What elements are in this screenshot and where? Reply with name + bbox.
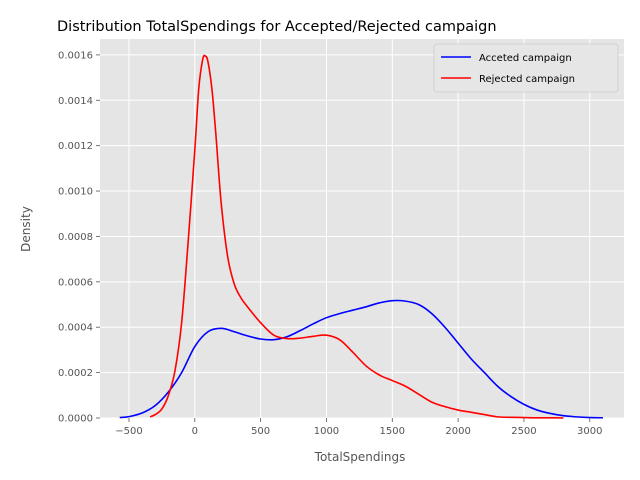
x-tick-label: 3000 [577,426,602,437]
series-line-rejected [149,54,564,419]
x-axis-title: TotalSpendings [314,450,406,464]
x-tick-label: 2500 [511,426,536,437]
legend-label-accepted: Acceted campaign [479,53,572,64]
x-tick-label: −500 [115,426,142,437]
y-axis-ticks: 0.0000 0.0002 0.0004 0.0006 0.0008 0.0010 0.00… [58,50,100,425]
plot-area [100,39,624,418]
series-layer [119,54,603,419]
x-tick-label: 1000 [314,426,339,437]
chart-title: Distribution TotalSpendings for Accepted… [57,19,497,35]
x-tick-label: 0 [192,426,198,437]
legend-box [433,43,619,93]
y-tick-label: 0.0014 [58,96,93,107]
x-tick-label: 1500 [380,426,405,437]
y-tick-label: 0.0016 [58,50,93,61]
y-tick-label: 0.0008 [58,232,93,243]
grid [100,39,624,419]
series-line-accepted [119,299,603,419]
legend-label-rejected: Rejected campaign [479,74,575,85]
y-tick-label: 0.0000 [58,414,93,425]
x-tick-label: 500 [251,426,270,437]
x-axis-ticks: −500 0 500 1000 1500 2000 2500 3000 [115,418,602,437]
legend: Acceted campaign Rejected campaign [433,43,619,93]
x-tick-label: 2000 [445,426,470,437]
y-tick-label: 0.0012 [58,141,93,152]
y-axis-title: Density [19,206,33,252]
y-tick-label: 0.0010 [58,187,93,198]
y-tick-label: 0.0002 [58,368,93,379]
y-tick-label: 0.0006 [58,277,93,288]
y-tick-label: 0.0004 [58,323,93,334]
